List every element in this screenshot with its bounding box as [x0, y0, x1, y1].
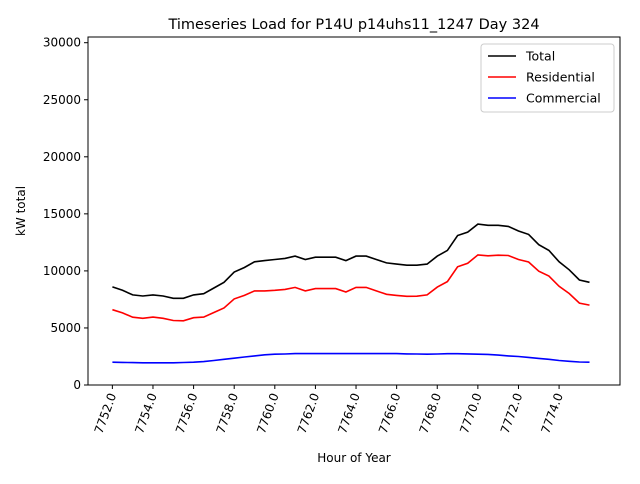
x-tick-label: 7772.0 [498, 391, 526, 435]
y-tick-label: 0 [73, 378, 81, 392]
y-axis-label: kW total [14, 186, 28, 236]
y-tick-label: 15000 [43, 207, 81, 221]
x-tick-label: 7752.0 [92, 391, 120, 435]
y-tick-label: 10000 [43, 264, 81, 278]
chart-title: Timeseries Load for P14U p14uhs11_1247 D… [167, 17, 539, 33]
y-tick-label: 25000 [43, 93, 81, 107]
axes-frame [87, 36, 621, 386]
x-tick-label: 7760.0 [254, 391, 282, 435]
y-tick-label: 20000 [43, 150, 81, 164]
x-tick-label: 7764.0 [335, 391, 363, 435]
series-line-commercial [112, 352, 590, 364]
series-line-residential [112, 254, 590, 322]
legend: Total Residential Commercial [480, 43, 615, 113]
x-tick-label: 7756.0 [173, 391, 201, 435]
x-tick-label: 7768.0 [417, 391, 445, 435]
legend-label-commercial: Commercial [526, 91, 601, 106]
legend-box [480, 43, 615, 113]
x-tick-label: 7762.0 [295, 391, 323, 435]
y-tick-label: 30000 [43, 36, 81, 50]
x-tick-label: 7758.0 [213, 391, 241, 435]
legend-label-total: Total [525, 49, 555, 64]
x-axis-label: Hour of Year [317, 451, 391, 465]
series-line-total [112, 223, 590, 300]
x-tick-label: 7766.0 [376, 391, 404, 435]
legend-label-residential: Residential [526, 70, 595, 85]
x-tick-label: 7770.0 [457, 391, 485, 435]
x-tick-label: 7774.0 [538, 391, 566, 435]
x-tick-label: 7754.0 [132, 391, 160, 435]
y-tick-label: 5000 [50, 321, 81, 335]
